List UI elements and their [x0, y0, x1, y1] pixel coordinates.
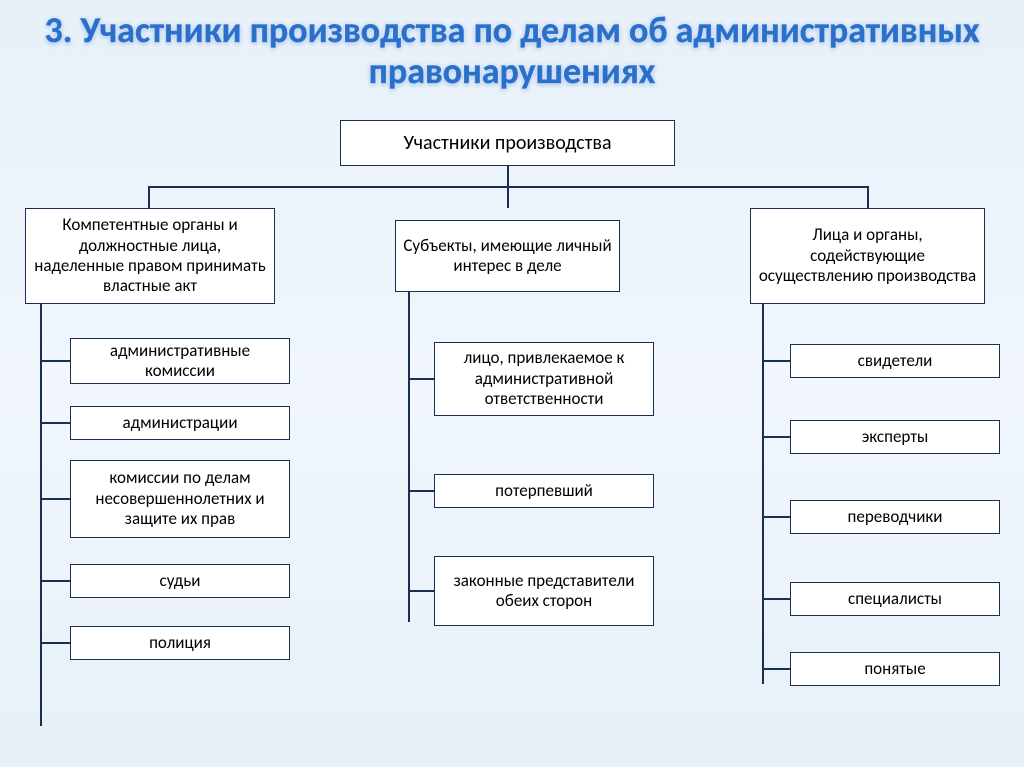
connector	[507, 166, 509, 186]
col1-item: судьи	[70, 564, 290, 598]
connector	[762, 360, 790, 362]
connector	[867, 186, 869, 208]
col2-item: законные представители обеих сторон	[434, 556, 654, 626]
connector	[40, 580, 70, 582]
connector	[408, 292, 410, 622]
col3-item: переводчики	[790, 500, 1000, 534]
connector	[148, 186, 150, 208]
page-title: 3. Участники производства по делам об ад…	[0, 0, 1024, 98]
connector	[408, 378, 434, 380]
col3-item: свидетели	[790, 344, 1000, 378]
col1-item: комиссии по делам несовершеннолетних и з…	[70, 460, 290, 538]
connector	[762, 668, 790, 670]
connector	[507, 186, 509, 208]
connector	[40, 617, 42, 709]
col1-item: администрации	[70, 406, 290, 440]
connector	[762, 598, 790, 600]
col3-item: понятые	[790, 652, 1000, 686]
connector	[408, 590, 434, 592]
col2-item: потерпевший	[434, 474, 654, 508]
connector	[762, 436, 790, 438]
col3-header: Лица и органы, содействующие осуществлен…	[750, 208, 985, 304]
col1-item: административные комиссии	[70, 338, 290, 384]
connector	[40, 360, 70, 362]
root-box: Участники производства	[340, 120, 675, 166]
col3-item: специалисты	[790, 582, 1000, 616]
connector	[40, 642, 70, 644]
connector	[762, 516, 790, 518]
col2-item: лицо, привлекаемое к административной от…	[434, 342, 654, 416]
col1-header: Компетентные органы и должностные лица, …	[25, 208, 275, 304]
col3-item: эксперты	[790, 420, 1000, 454]
col1-item: полиция	[70, 626, 290, 660]
connector	[40, 498, 70, 500]
connector	[408, 490, 434, 492]
col2-header: Субъекты, имеющие личный интерес в деле	[395, 220, 620, 292]
connector	[40, 422, 70, 424]
